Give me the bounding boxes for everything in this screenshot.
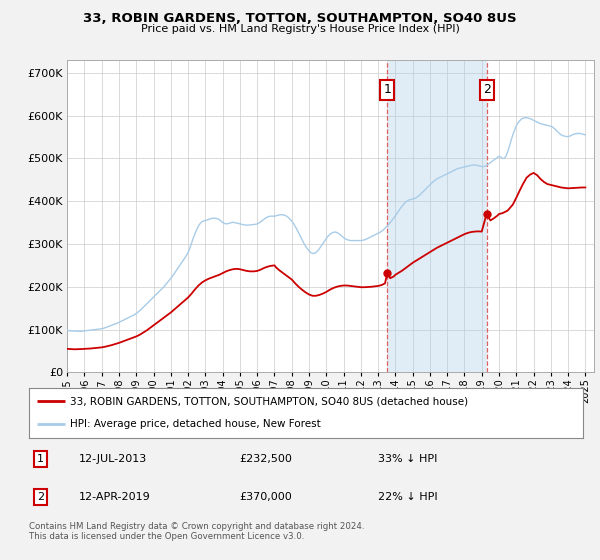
Text: 22% ↓ HPI: 22% ↓ HPI <box>378 492 437 502</box>
Text: HPI: Average price, detached house, New Forest: HPI: Average price, detached house, New … <box>70 419 321 430</box>
Text: £370,000: £370,000 <box>239 492 292 502</box>
Bar <box>387 60 487 372</box>
Text: Price paid vs. HM Land Registry's House Price Index (HPI): Price paid vs. HM Land Registry's House … <box>140 24 460 34</box>
Text: 1: 1 <box>37 454 44 464</box>
Text: 33, ROBIN GARDENS, TOTTON, SOUTHAMPTON, SO40 8US (detached house): 33, ROBIN GARDENS, TOTTON, SOUTHAMPTON, … <box>70 396 469 406</box>
Text: 12-JUL-2013: 12-JUL-2013 <box>79 454 147 464</box>
Text: Contains HM Land Registry data © Crown copyright and database right 2024.
This d: Contains HM Land Registry data © Crown c… <box>29 522 364 542</box>
Text: 1: 1 <box>383 83 391 96</box>
Text: 2: 2 <box>37 492 44 502</box>
Text: 12-APR-2019: 12-APR-2019 <box>79 492 151 502</box>
Text: 33, ROBIN GARDENS, TOTTON, SOUTHAMPTON, SO40 8US: 33, ROBIN GARDENS, TOTTON, SOUTHAMPTON, … <box>83 12 517 25</box>
Text: 2: 2 <box>482 83 491 96</box>
Text: 33% ↓ HPI: 33% ↓ HPI <box>378 454 437 464</box>
Text: £232,500: £232,500 <box>239 454 292 464</box>
